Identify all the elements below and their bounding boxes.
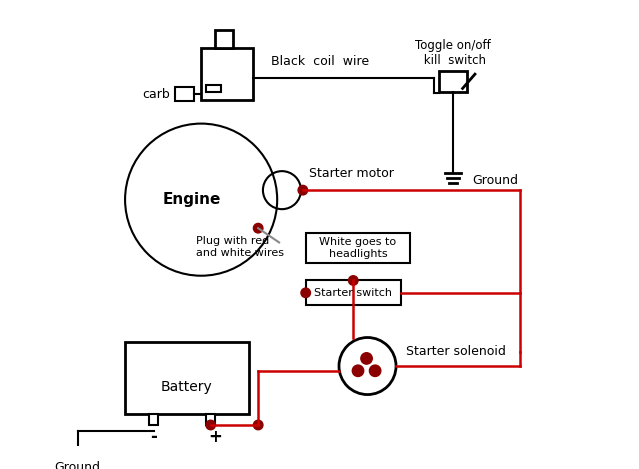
Bar xyxy=(174,88,194,101)
Circle shape xyxy=(254,420,263,430)
Text: +: + xyxy=(208,428,222,446)
Text: Black  coil  wire: Black coil wire xyxy=(271,55,369,68)
Text: Starter switch: Starter switch xyxy=(314,288,392,298)
Circle shape xyxy=(369,365,381,377)
Text: Ground: Ground xyxy=(472,174,518,187)
Text: Starter solenoid: Starter solenoid xyxy=(406,345,505,358)
Text: Battery: Battery xyxy=(161,380,213,394)
Bar xyxy=(206,84,221,92)
Bar xyxy=(305,233,410,264)
Bar xyxy=(201,47,254,100)
Bar xyxy=(149,414,158,425)
Circle shape xyxy=(361,353,373,364)
Circle shape xyxy=(206,420,215,430)
Text: White goes to
headlights: White goes to headlights xyxy=(320,237,397,259)
Bar xyxy=(206,414,215,425)
Circle shape xyxy=(301,288,311,298)
Text: -: - xyxy=(150,428,157,446)
Circle shape xyxy=(352,365,364,377)
Circle shape xyxy=(339,338,396,394)
Text: Toggle on/off
 kill  switch: Toggle on/off kill switch xyxy=(415,38,491,67)
Text: carb: carb xyxy=(142,88,170,101)
Circle shape xyxy=(348,276,358,285)
Text: Starter motor: Starter motor xyxy=(309,166,394,180)
Circle shape xyxy=(298,185,307,195)
Bar xyxy=(305,280,401,305)
Text: Engine: Engine xyxy=(162,192,221,207)
Bar xyxy=(125,342,249,414)
Circle shape xyxy=(254,223,263,233)
Text: Ground: Ground xyxy=(54,461,100,469)
Bar xyxy=(215,30,233,47)
Bar xyxy=(439,71,467,92)
Text: Plug with red
and white wires: Plug with red and white wires xyxy=(196,236,284,258)
